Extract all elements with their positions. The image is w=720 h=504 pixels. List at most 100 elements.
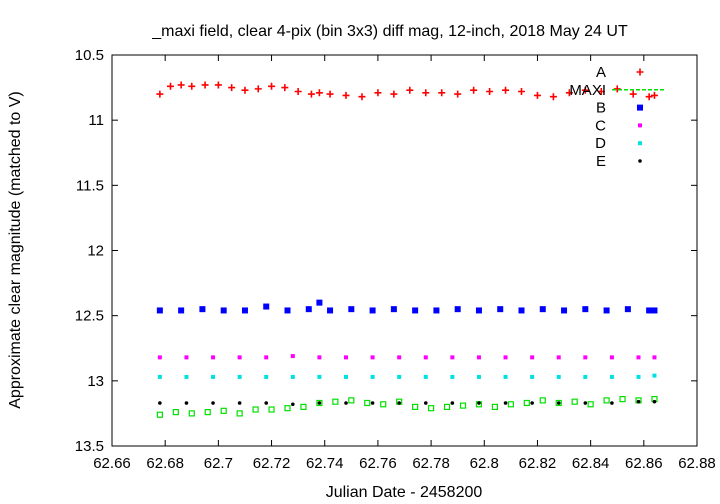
data-point <box>583 401 588 405</box>
data-point <box>188 410 195 417</box>
data-point <box>344 401 348 405</box>
data-point <box>252 406 259 413</box>
series-d <box>157 373 657 379</box>
data-point <box>214 81 222 89</box>
data-point <box>470 86 478 94</box>
data-point <box>397 401 401 405</box>
data-point <box>652 373 657 378</box>
data-point <box>167 82 174 90</box>
legend-label: E <box>596 153 606 170</box>
axis-ticks: 62.66 62.68 62.7 62.72 62.74 62.76 62.78 62.8 62… <box>75 47 716 472</box>
data-point <box>454 90 462 98</box>
data-point <box>220 307 227 314</box>
data-point <box>268 406 275 413</box>
legend-marker <box>638 123 642 128</box>
data-point <box>459 402 467 409</box>
data-point <box>646 307 653 314</box>
y-tick-label: 11.5 <box>76 177 104 194</box>
data-point <box>300 403 307 410</box>
data-point <box>549 93 557 101</box>
series-a <box>156 81 658 101</box>
data-point <box>201 81 209 89</box>
data-point <box>172 409 179 416</box>
data-point <box>555 399 562 407</box>
data-point <box>613 85 621 93</box>
y-tick-label: 12 <box>87 243 104 260</box>
data-point <box>290 374 295 379</box>
data-point <box>220 407 227 414</box>
data-point <box>427 405 435 412</box>
data-point <box>211 355 216 360</box>
data-point <box>406 86 414 94</box>
data-point <box>178 307 185 314</box>
x-tick-label: 62.72 <box>253 455 291 472</box>
data-point <box>503 374 508 379</box>
x-axis-title: Julian Date - 2458200 <box>326 484 483 501</box>
data-point <box>380 401 387 408</box>
data-point <box>369 307 376 314</box>
data-point <box>344 374 348 379</box>
data-point <box>237 355 242 360</box>
data-point <box>236 410 243 417</box>
data-point <box>184 401 189 405</box>
data-point <box>610 401 614 405</box>
data-point <box>374 89 382 97</box>
data-point <box>450 374 455 379</box>
data-point <box>290 354 295 359</box>
data-point <box>518 87 525 95</box>
data-point <box>344 355 348 360</box>
legend-label: MAXI <box>569 82 606 99</box>
data-point <box>603 397 610 404</box>
data-point <box>523 399 530 407</box>
data-point <box>294 87 302 95</box>
legend-marker <box>638 141 642 146</box>
data-point <box>645 93 653 101</box>
data-series <box>156 81 658 418</box>
data-point <box>475 307 482 314</box>
data-point <box>556 401 561 405</box>
data-point <box>188 82 196 90</box>
data-point <box>342 91 350 99</box>
data-point <box>507 401 514 408</box>
data-point <box>651 307 658 314</box>
data-point <box>397 374 402 379</box>
x-tick-label: 62.66 <box>93 455 131 472</box>
data-point <box>503 355 508 360</box>
data-point <box>211 374 216 379</box>
x-tick-label: 62.7 <box>204 455 233 472</box>
data-point <box>556 374 561 379</box>
data-point <box>556 355 561 360</box>
data-point <box>423 401 428 405</box>
data-point <box>565 89 573 97</box>
data-point <box>237 374 242 379</box>
data-point <box>477 401 481 405</box>
data-point <box>284 307 291 314</box>
y-tick-label: 13.5 <box>75 438 104 455</box>
data-point <box>291 402 295 407</box>
data-point <box>581 86 589 94</box>
data-point <box>412 307 419 314</box>
data-point <box>327 307 334 314</box>
data-point <box>264 374 269 379</box>
y-tick-label: 13 <box>87 373 104 390</box>
plot-frame <box>111 54 698 447</box>
data-point <box>603 307 610 314</box>
legend-label: A <box>596 64 606 81</box>
data-point <box>315 89 323 97</box>
data-point <box>539 306 546 313</box>
data-point <box>652 399 657 404</box>
data-point <box>443 403 451 410</box>
data-point <box>412 403 419 410</box>
x-tick-label: 62.88 <box>678 455 716 472</box>
data-point <box>307 90 315 98</box>
data-point <box>497 306 504 313</box>
data-point <box>422 89 430 97</box>
y-axis-title: Approximate clear magnitude (matched to … <box>7 91 24 408</box>
data-point <box>476 374 481 379</box>
data-point <box>317 355 322 360</box>
data-point <box>636 374 641 379</box>
data-point <box>582 306 589 313</box>
data-point <box>397 355 402 360</box>
data-point <box>530 355 535 360</box>
